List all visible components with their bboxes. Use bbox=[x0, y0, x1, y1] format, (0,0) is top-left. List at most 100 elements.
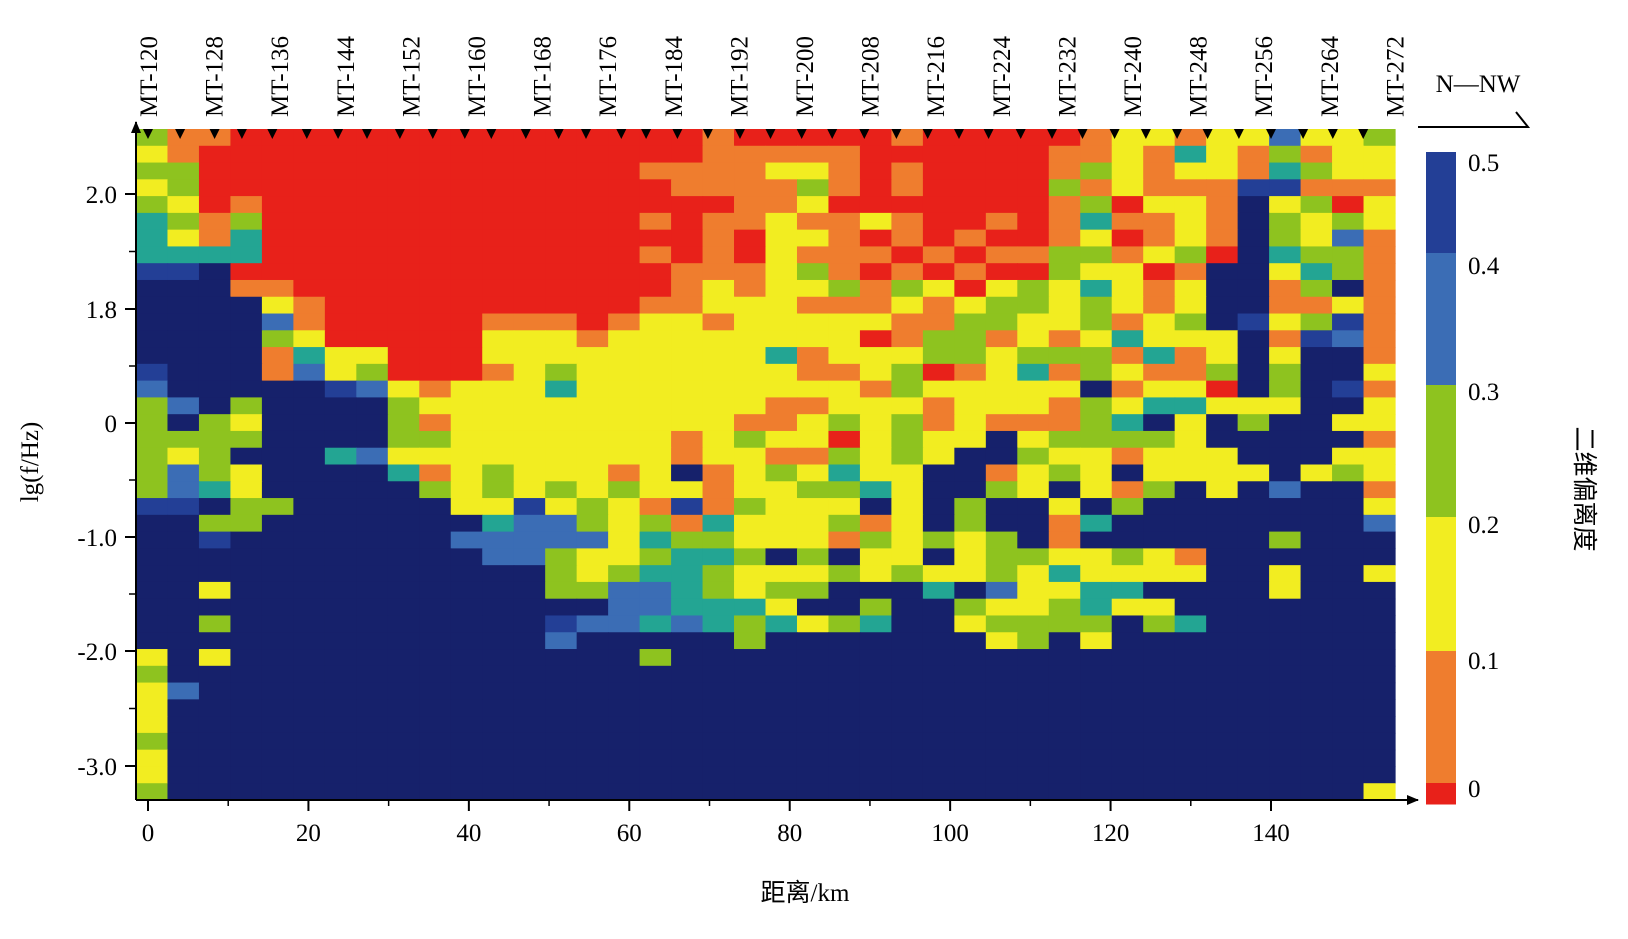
heatmap-cell bbox=[1017, 498, 1050, 516]
heatmap-cell bbox=[954, 632, 987, 650]
heatmap-cell bbox=[261, 397, 294, 415]
heatmap-cell bbox=[734, 330, 767, 348]
station-labels: MT-120 MT-128 MT-136 MT-144 MT-152 MT-160 MT-1… bbox=[136, 35, 1409, 117]
heatmap-cell bbox=[1174, 649, 1207, 667]
heatmap-cell bbox=[765, 196, 798, 214]
heatmap-cell bbox=[1363, 397, 1396, 415]
heatmap-cell bbox=[765, 615, 798, 633]
heatmap-cell bbox=[1080, 397, 1113, 415]
heatmap-cell bbox=[671, 212, 704, 231]
heatmap-cell bbox=[261, 732, 294, 751]
heatmap-cell bbox=[513, 212, 546, 231]
heatmap-cell bbox=[891, 716, 924, 734]
heatmap-cell bbox=[1111, 330, 1144, 348]
heatmap-cell bbox=[576, 699, 609, 717]
heatmap-cell bbox=[230, 229, 263, 248]
heatmap-cell bbox=[954, 783, 987, 801]
heatmap-cell bbox=[1080, 531, 1113, 549]
heatmap-cell bbox=[671, 481, 704, 499]
heatmap-cell bbox=[324, 615, 357, 633]
heatmap-cell bbox=[1017, 766, 1050, 784]
heatmap-cell bbox=[954, 531, 987, 549]
heatmap-cell bbox=[576, 397, 609, 415]
heatmap-cell bbox=[293, 246, 326, 264]
heatmap-cell bbox=[1237, 548, 1270, 566]
heatmap-cell bbox=[891, 380, 924, 399]
heatmap-cell bbox=[1174, 514, 1207, 533]
heatmap-cell bbox=[702, 766, 735, 784]
heatmap-cell bbox=[1111, 279, 1144, 298]
heatmap-cell bbox=[922, 313, 955, 331]
heatmap-cell bbox=[1269, 212, 1302, 231]
heatmap-cell bbox=[167, 313, 200, 331]
heatmap-cell bbox=[482, 766, 515, 784]
heatmap-cell bbox=[985, 732, 1018, 751]
heatmap-cell bbox=[1332, 145, 1365, 164]
colorbar-segment bbox=[1426, 253, 1456, 386]
heatmap-cell bbox=[1269, 581, 1302, 600]
heatmap-cell bbox=[891, 162, 924, 180]
heatmap-cell bbox=[136, 514, 169, 533]
heatmap-cell bbox=[765, 430, 798, 449]
heatmap-cell bbox=[985, 145, 1018, 164]
heatmap-cell bbox=[954, 749, 987, 768]
heatmap-cell bbox=[671, 615, 704, 633]
heatmap-cell bbox=[1174, 581, 1207, 600]
heatmap-cell bbox=[1269, 749, 1302, 768]
heatmap-cell bbox=[136, 380, 169, 399]
heatmap-cell bbox=[324, 682, 357, 700]
heatmap-cell bbox=[167, 749, 200, 768]
heatmap-cell bbox=[796, 531, 830, 549]
heatmap-cell bbox=[1363, 481, 1396, 499]
heatmap-cell bbox=[1017, 514, 1050, 533]
heatmap-cell bbox=[765, 447, 798, 466]
heatmap-cell bbox=[1174, 565, 1207, 583]
heatmap-cell bbox=[1300, 380, 1333, 399]
heatmap-cell bbox=[387, 229, 420, 248]
heatmap-cell bbox=[608, 414, 641, 432]
heatmap-cell bbox=[1363, 783, 1396, 801]
heatmap-cell bbox=[387, 430, 420, 449]
heatmap-cell bbox=[450, 212, 483, 231]
heatmap-cell bbox=[639, 145, 672, 164]
heatmap-cell bbox=[387, 296, 420, 315]
heatmap-cell bbox=[293, 296, 326, 315]
heatmap-cell bbox=[545, 716, 578, 734]
heatmap-cell bbox=[828, 766, 861, 784]
heatmap-cell bbox=[734, 514, 767, 533]
heatmap-cell bbox=[671, 347, 704, 365]
heatmap-cell bbox=[828, 162, 861, 180]
heatmap-cell bbox=[419, 263, 452, 281]
heatmap-cell bbox=[482, 430, 515, 449]
heatmap-cell bbox=[608, 464, 641, 482]
heatmap-cell bbox=[1143, 447, 1176, 466]
heatmap-cell bbox=[387, 749, 420, 768]
heatmap-cell bbox=[891, 363, 924, 382]
heatmap-cell bbox=[1332, 363, 1365, 382]
heatmap-cell bbox=[702, 749, 735, 768]
station-label: MT-152 bbox=[398, 36, 425, 117]
heatmap-cell bbox=[261, 430, 294, 449]
heatmap-cell bbox=[450, 263, 483, 281]
heatmap-cell bbox=[230, 363, 263, 382]
heatmap-cell bbox=[545, 263, 578, 281]
heatmap-cell bbox=[513, 397, 546, 415]
heatmap-cell bbox=[702, 699, 735, 717]
heatmap-cell bbox=[671, 263, 704, 281]
heatmap-cell bbox=[954, 665, 987, 684]
heatmap-cell bbox=[324, 464, 357, 482]
heatmap-cell bbox=[1300, 129, 1333, 147]
heatmap-cell bbox=[1332, 263, 1365, 281]
heatmap-cell bbox=[1237, 464, 1270, 482]
heatmap-cell bbox=[796, 296, 830, 315]
heatmap-cell bbox=[1048, 464, 1081, 482]
heatmap-cell bbox=[387, 129, 420, 147]
heatmap-cell bbox=[576, 649, 609, 667]
heatmap-cell bbox=[1048, 229, 1081, 248]
heatmap-cell bbox=[891, 598, 924, 617]
heatmap-cell bbox=[891, 330, 924, 348]
heatmap-cell bbox=[482, 514, 515, 533]
heatmap-cell bbox=[1017, 162, 1050, 180]
heatmap-cell bbox=[985, 464, 1018, 482]
heatmap-cell bbox=[671, 145, 704, 164]
